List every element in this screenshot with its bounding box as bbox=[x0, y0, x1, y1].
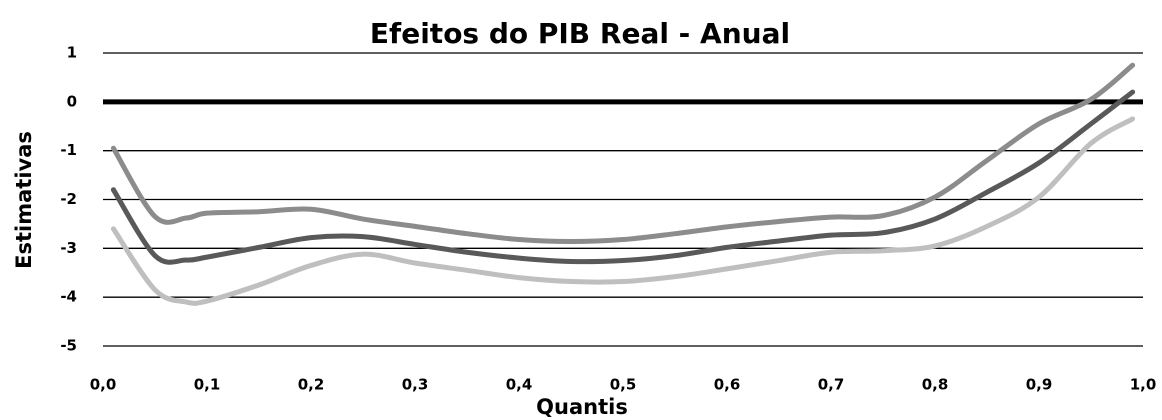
x-tick-label: 1,0 bbox=[1130, 376, 1157, 394]
chart-title: Efeitos do PIB Real - Anual bbox=[370, 17, 790, 50]
series-line bbox=[110, 116, 1136, 306]
y-tick-label: 1 bbox=[67, 44, 77, 62]
y-tick-label: -5 bbox=[60, 337, 77, 355]
x-tick-label: 0,3 bbox=[402, 376, 429, 394]
x-tick-label: 0,8 bbox=[922, 376, 949, 394]
y-tick-label: -2 bbox=[60, 190, 77, 208]
y-tick-label: -4 bbox=[60, 288, 77, 306]
series-line bbox=[110, 89, 1136, 265]
x-tick-label: 0,0 bbox=[90, 376, 117, 394]
x-axis-label: Quantis bbox=[536, 395, 628, 419]
y-tick-label: -1 bbox=[60, 141, 77, 159]
y-axis-label: Estimativas bbox=[12, 131, 36, 269]
series-line bbox=[110, 62, 1136, 244]
x-tick-label: 0,2 bbox=[298, 376, 325, 394]
x-tick-label: 0,6 bbox=[714, 376, 741, 394]
x-tick-label: 0,4 bbox=[506, 376, 533, 394]
y-tick-label: 0 bbox=[67, 92, 77, 110]
x-tick-label: 0,9 bbox=[1026, 376, 1053, 394]
x-tick-label: 0,5 bbox=[610, 376, 637, 394]
x-tick-label: 0,7 bbox=[818, 376, 845, 394]
y-tick-label: -3 bbox=[60, 239, 77, 257]
x-tick-label: 0,1 bbox=[194, 376, 221, 394]
